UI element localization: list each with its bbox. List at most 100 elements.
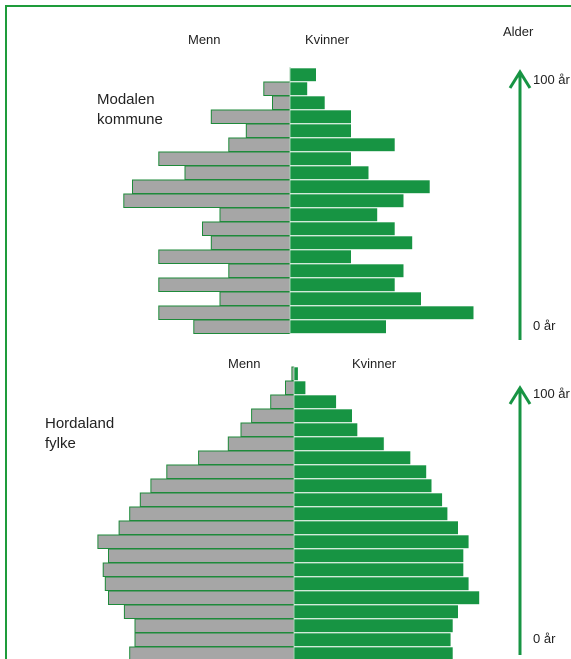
women-bar: [293, 408, 353, 423]
men-bar: [227, 436, 295, 451]
women-bar: [293, 366, 299, 381]
women-bar: [289, 319, 387, 334]
age-top-label: 100 år: [533, 72, 571, 87]
men-bar: [270, 394, 295, 409]
pyramid-hordaland: Menn Kvinner Hordaland fylke 100 år 0 år: [45, 356, 571, 659]
women-bar: [289, 305, 475, 320]
men-bar: [245, 123, 291, 138]
men-bar: [240, 422, 295, 437]
men-bar: [132, 179, 291, 194]
figure-frame: [5, 5, 571, 659]
women-bar: [293, 436, 385, 451]
women-bar: [293, 632, 452, 647]
men-bar: [108, 548, 295, 563]
women-bar: [289, 179, 431, 194]
men-bar: [272, 95, 291, 110]
women-bar: [289, 291, 422, 306]
men-bar: [158, 277, 291, 292]
men-bar: [134, 632, 295, 647]
men-bar: [263, 81, 291, 96]
women-bar: [293, 492, 443, 507]
men-bar: [228, 137, 291, 152]
region-title-line-2: fylke: [45, 435, 76, 452]
men-bar: [139, 492, 295, 507]
men-bar: [228, 263, 291, 278]
men-bar: [108, 590, 295, 605]
women-label: Kvinner: [305, 32, 350, 47]
women-bar: [293, 520, 459, 535]
men-bar: [158, 249, 291, 264]
men-bar: [198, 450, 295, 465]
pyramid-modalen: Menn Kvinner Modalen kommune 100 år 0 år: [97, 32, 571, 340]
men-bar: [210, 235, 291, 250]
women-bar: [293, 562, 464, 577]
women-bar: [293, 450, 411, 465]
men-bar: [97, 534, 295, 549]
men-bar: [134, 618, 295, 633]
women-bar: [293, 534, 470, 549]
age-axis-arrowhead: [508, 69, 532, 89]
women-bar: [293, 464, 427, 479]
women-bar: [293, 604, 459, 619]
women-bar: [289, 95, 326, 110]
women-bar: [289, 263, 405, 278]
men-bar: [202, 221, 291, 236]
age-bottom-label: 0 år: [533, 631, 556, 646]
women-bar: [289, 81, 308, 96]
women-bar: [289, 137, 396, 152]
women-bar: [289, 151, 352, 166]
women-bar: [293, 618, 454, 633]
women-bar: [289, 235, 413, 250]
men-bar: [219, 207, 291, 222]
women-bar: [293, 380, 306, 395]
women-bar: [293, 506, 448, 521]
women-bar: [289, 193, 405, 208]
women-bar: [289, 109, 352, 124]
men-label: Menn: [188, 32, 221, 47]
women-bar: [289, 123, 352, 138]
men-bar: [102, 562, 295, 577]
women-bar: [293, 394, 337, 409]
men-bar: [158, 305, 291, 320]
men-bar: [193, 319, 291, 334]
men-bar: [219, 291, 291, 306]
women-bar: [293, 422, 358, 437]
men-bar: [129, 506, 295, 521]
men-label: Menn: [228, 356, 261, 371]
age-header: Alder: [503, 24, 534, 39]
men-bar: [158, 151, 291, 166]
women-bar: [293, 576, 470, 591]
age-axis-arrowhead: [508, 385, 532, 405]
women-bar: [289, 165, 370, 180]
women-bar: [289, 67, 317, 82]
men-bar: [129, 646, 295, 659]
age-bottom-label: 0 år: [533, 318, 556, 333]
men-bar: [291, 366, 295, 381]
men-bar: [104, 576, 295, 591]
women-bar: [289, 207, 378, 222]
men-bar: [123, 604, 295, 619]
men-bar: [150, 478, 295, 493]
men-bar: [123, 193, 291, 208]
women-bar: [293, 478, 433, 493]
men-bar: [251, 408, 295, 423]
men-bar: [210, 109, 291, 124]
women-bar: [289, 277, 396, 292]
men-bar: [118, 520, 295, 535]
women-bar: [293, 590, 480, 605]
women-bar: [293, 548, 464, 563]
age-top-label: 100 år: [533, 386, 571, 401]
women-bar: [293, 646, 454, 659]
women-bar: [289, 221, 396, 236]
region-title-line-1: Hordaland: [45, 415, 114, 432]
bars-modalen: [123, 67, 475, 334]
men-bar: [285, 380, 295, 395]
region-title-line-2: kommune: [97, 111, 163, 128]
bars-hordaland: [97, 366, 480, 659]
men-bar: [184, 165, 291, 180]
women-label: Kvinner: [352, 356, 397, 371]
region-title-line-1: Modalen: [97, 91, 155, 108]
men-bar: [166, 464, 295, 479]
women-bar: [289, 249, 352, 264]
